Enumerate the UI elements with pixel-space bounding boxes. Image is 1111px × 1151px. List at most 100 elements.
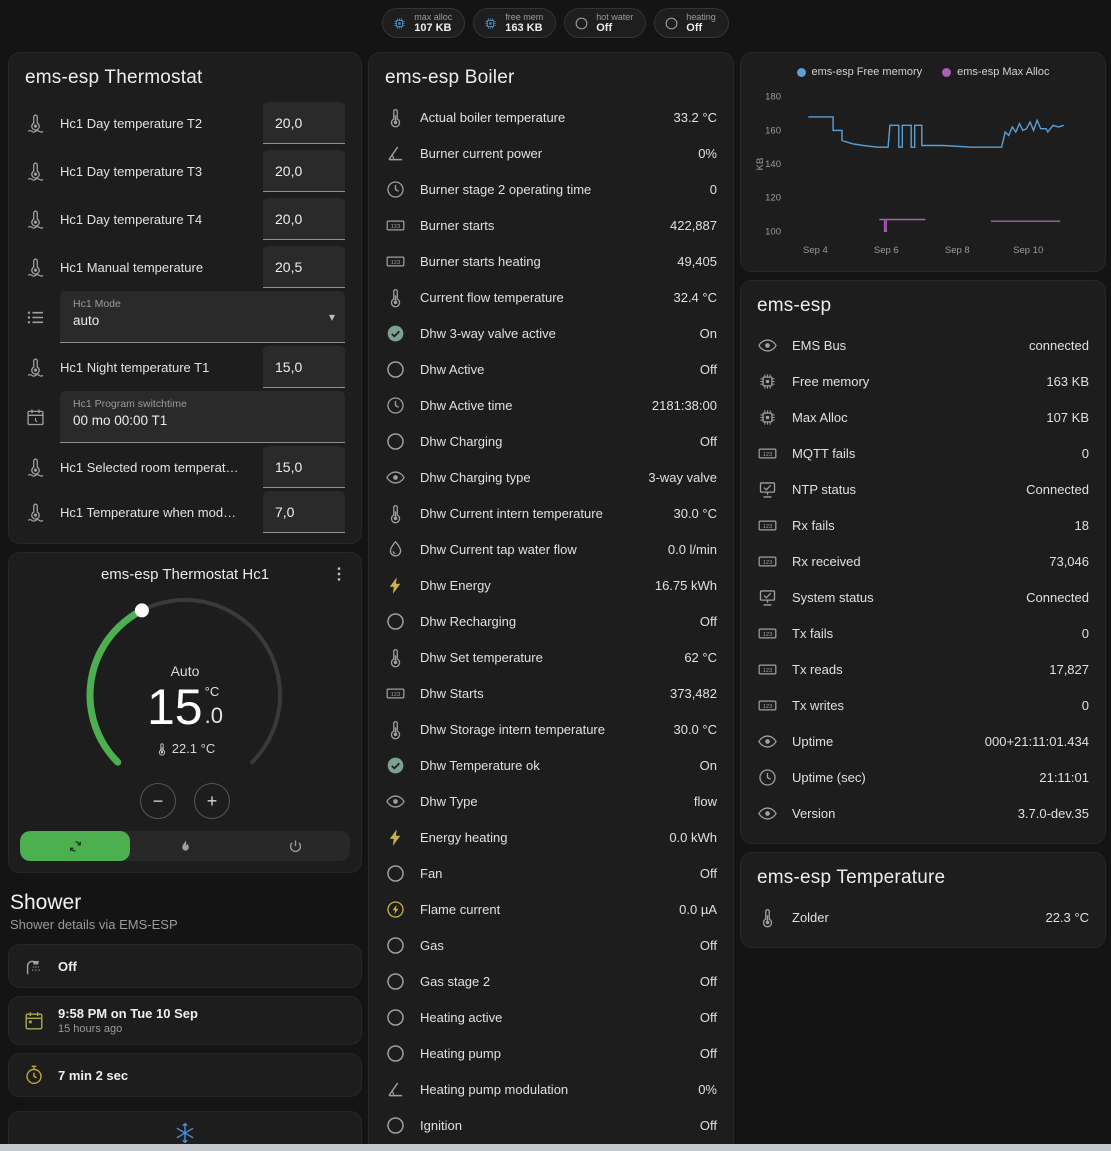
entity-row[interactable]: 123 Rx received 73,046: [757, 543, 1089, 579]
mode-heat-button[interactable]: [130, 831, 240, 861]
entity-row[interactable]: 123 Rx fails 18: [757, 507, 1089, 543]
entity-row[interactable]: Dhw Temperature ok On: [385, 747, 717, 783]
entity-row[interactable]: 123 Tx writes 0: [757, 687, 1089, 723]
number-input[interactable]: 15,0: [263, 346, 345, 388]
svg-text:123: 123: [763, 559, 772, 565]
entity-row[interactable]: 123 Burner starts 422,887: [385, 207, 717, 243]
entity-row[interactable]: EMS Bus connected: [757, 327, 1089, 363]
entity-name: Dhw 3-way valve active: [420, 325, 556, 341]
number-input[interactable]: 15,0: [263, 446, 345, 488]
entity-row[interactable]: Dhw Type flow: [385, 783, 717, 819]
entity-row[interactable]: Version 3.7.0-dev.35: [757, 795, 1089, 831]
mode-select[interactable]: Hc1 Mode auto ▾: [60, 291, 345, 343]
mode-auto-button[interactable]: [20, 831, 130, 861]
circle-icon: [385, 935, 406, 956]
increase-temp-button[interactable]: +: [194, 783, 230, 819]
entity-row[interactable]: Dhw Storage intern temperature 30.0 °C: [385, 711, 717, 747]
entity-name: Burner starts heating: [420, 253, 541, 269]
entity-row[interactable]: Dhw Active Off: [385, 351, 717, 387]
entity-row[interactable]: Gas Off: [385, 927, 717, 963]
number-input[interactable]: 20,0: [263, 150, 345, 192]
status-chip[interactable]: free mem 163 KB: [473, 8, 557, 38]
entity-value: 0.0 µA: [679, 901, 717, 917]
more-options-button[interactable]: [329, 564, 349, 584]
entity-row[interactable]: 123 Dhw Starts 373,482: [385, 675, 717, 711]
entity-row[interactable]: Current flow temperature 32.4 °C: [385, 279, 717, 315]
number-input[interactable]: 20,0: [263, 102, 345, 144]
entity-row[interactable]: Dhw Charging Off: [385, 423, 717, 459]
entity-name: Dhw Active time: [420, 397, 513, 413]
entity-row[interactable]: Gas stage 2 Off: [385, 963, 717, 999]
entity-row[interactable]: NTP status Connected: [757, 471, 1089, 507]
entity-row[interactable]: Heating active Off: [385, 999, 717, 1035]
entity-row[interactable]: Free memory 163 KB: [757, 363, 1089, 399]
entity-row[interactable]: Energy heating 0.0 kWh: [385, 819, 717, 855]
check-circle-icon: [385, 755, 406, 776]
entity-row[interactable]: 123 MQTT fails 0: [757, 435, 1089, 471]
circle-icon: [385, 1043, 406, 1064]
select-value: auto: [73, 313, 100, 328]
entity-row[interactable]: Dhw Current intern temperature 30.0 °C: [385, 495, 717, 531]
svg-text:123: 123: [391, 691, 400, 697]
power-icon: [287, 838, 304, 855]
entity-row[interactable]: Burner current power 0%: [385, 135, 717, 171]
thermometer-water-icon: [25, 209, 46, 230]
entity-value: 000+21:11:01.434: [984, 733, 1089, 749]
entity-row[interactable]: Dhw Active time 2181:38:00: [385, 387, 717, 423]
number-value: 15,0: [275, 458, 303, 475]
entity-row[interactable]: Dhw Current tap water flow 0.0 l/min: [385, 531, 717, 567]
entity-name: Burner starts: [420, 217, 495, 233]
entity-row[interactable]: 123 Tx fails 0: [757, 615, 1089, 651]
counter-icon: 123: [757, 515, 778, 536]
entity-row[interactable]: Max Alloc 107 KB: [757, 399, 1089, 435]
number-input[interactable]: 7,0: [263, 491, 345, 533]
mode-off-button[interactable]: [240, 831, 350, 861]
status-chip[interactable]: max alloc 107 KB: [382, 8, 466, 38]
number-input[interactable]: 20,5: [263, 246, 345, 288]
entity-name: Tx writes: [792, 697, 844, 713]
dial-handle[interactable]: [134, 603, 149, 618]
entity-row[interactable]: Flame current 0.0 µA: [385, 891, 717, 927]
shower-card-list: Off 9:58 PM on Tue 10 Sep 15 hours ago 7…: [8, 944, 362, 1097]
horizontal-scrollbar[interactable]: [0, 1144, 1111, 1151]
entity-value: Off: [699, 613, 717, 629]
entity-row[interactable]: 123 Tx reads 17,827: [757, 651, 1089, 687]
chip-label: max alloc: [414, 11, 453, 22]
entity-value: Off: [699, 1117, 717, 1133]
status-chip[interactable]: heating Off: [654, 8, 729, 38]
entity-row[interactable]: Actual boiler temperature 33.2 °C: [385, 99, 717, 135]
entity-row[interactable]: Dhw Charging type 3-way valve: [385, 459, 717, 495]
entity-row[interactable]: Dhw Recharging Off: [385, 603, 717, 639]
program-switchtime-input[interactable]: Hc1 Program switchtime 00 mo 00:00 T1: [60, 391, 345, 443]
legend-item[interactable]: ems-esp Max Alloc: [942, 66, 1049, 78]
entity-row: Hc1 Day temperature T2 20,0: [9, 99, 361, 147]
svg-text:Sep 8: Sep 8: [945, 245, 970, 256]
entity-row[interactable]: Heating pump Off: [385, 1035, 717, 1071]
entity-row[interactable]: Dhw Energy 16.75 kWh: [385, 567, 717, 603]
legend-item[interactable]: ems-esp Free memory: [796, 66, 922, 78]
ems-esp-card: ems-esp EMS Bus connected Free memory 16…: [740, 280, 1106, 844]
entity-row[interactable]: 123 Burner starts heating 49,405: [385, 243, 717, 279]
entity-row[interactable]: Dhw Set temperature 62 °C: [385, 639, 717, 675]
entity-row[interactable]: Ignition Off: [385, 1107, 717, 1143]
shower-info-card[interactable]: Off: [8, 944, 362, 988]
entity-name: Gas: [420, 937, 444, 953]
entity-row[interactable]: Uptime (sec) 21:11:01: [757, 759, 1089, 795]
shower-info-card[interactable]: 7 min 2 sec: [8, 1053, 362, 1097]
entity-row[interactable]: Dhw 3-way valve active On: [385, 315, 717, 351]
entity-name: Heating pump modulation: [420, 1081, 569, 1097]
status-chip[interactable]: hot water Off: [564, 8, 647, 38]
angle-icon: [385, 1079, 406, 1100]
shower-info-card[interactable]: 9:58 PM on Tue 10 Sep 15 hours ago: [8, 996, 362, 1045]
entity-row[interactable]: Fan Off: [385, 855, 717, 891]
decrease-temp-button[interactable]: −: [140, 783, 176, 819]
entity-row[interactable]: System status Connected: [757, 579, 1089, 615]
entity-row[interactable]: Burner stage 2 operating time 0: [385, 171, 717, 207]
entity-row[interactable]: Zolder 22.3 °C: [757, 899, 1089, 935]
thermostat-dial[interactable]: [65, 587, 305, 807]
entity-row[interactable]: Heating pump modulation 0%: [385, 1071, 717, 1107]
entity-row[interactable]: Uptime 000+21:11:01.434: [757, 723, 1089, 759]
circle-icon: [574, 16, 589, 31]
middle-column: ems-esp Boiler Actual boiler temperature…: [368, 52, 734, 1151]
number-input[interactable]: 20,0: [263, 198, 345, 240]
